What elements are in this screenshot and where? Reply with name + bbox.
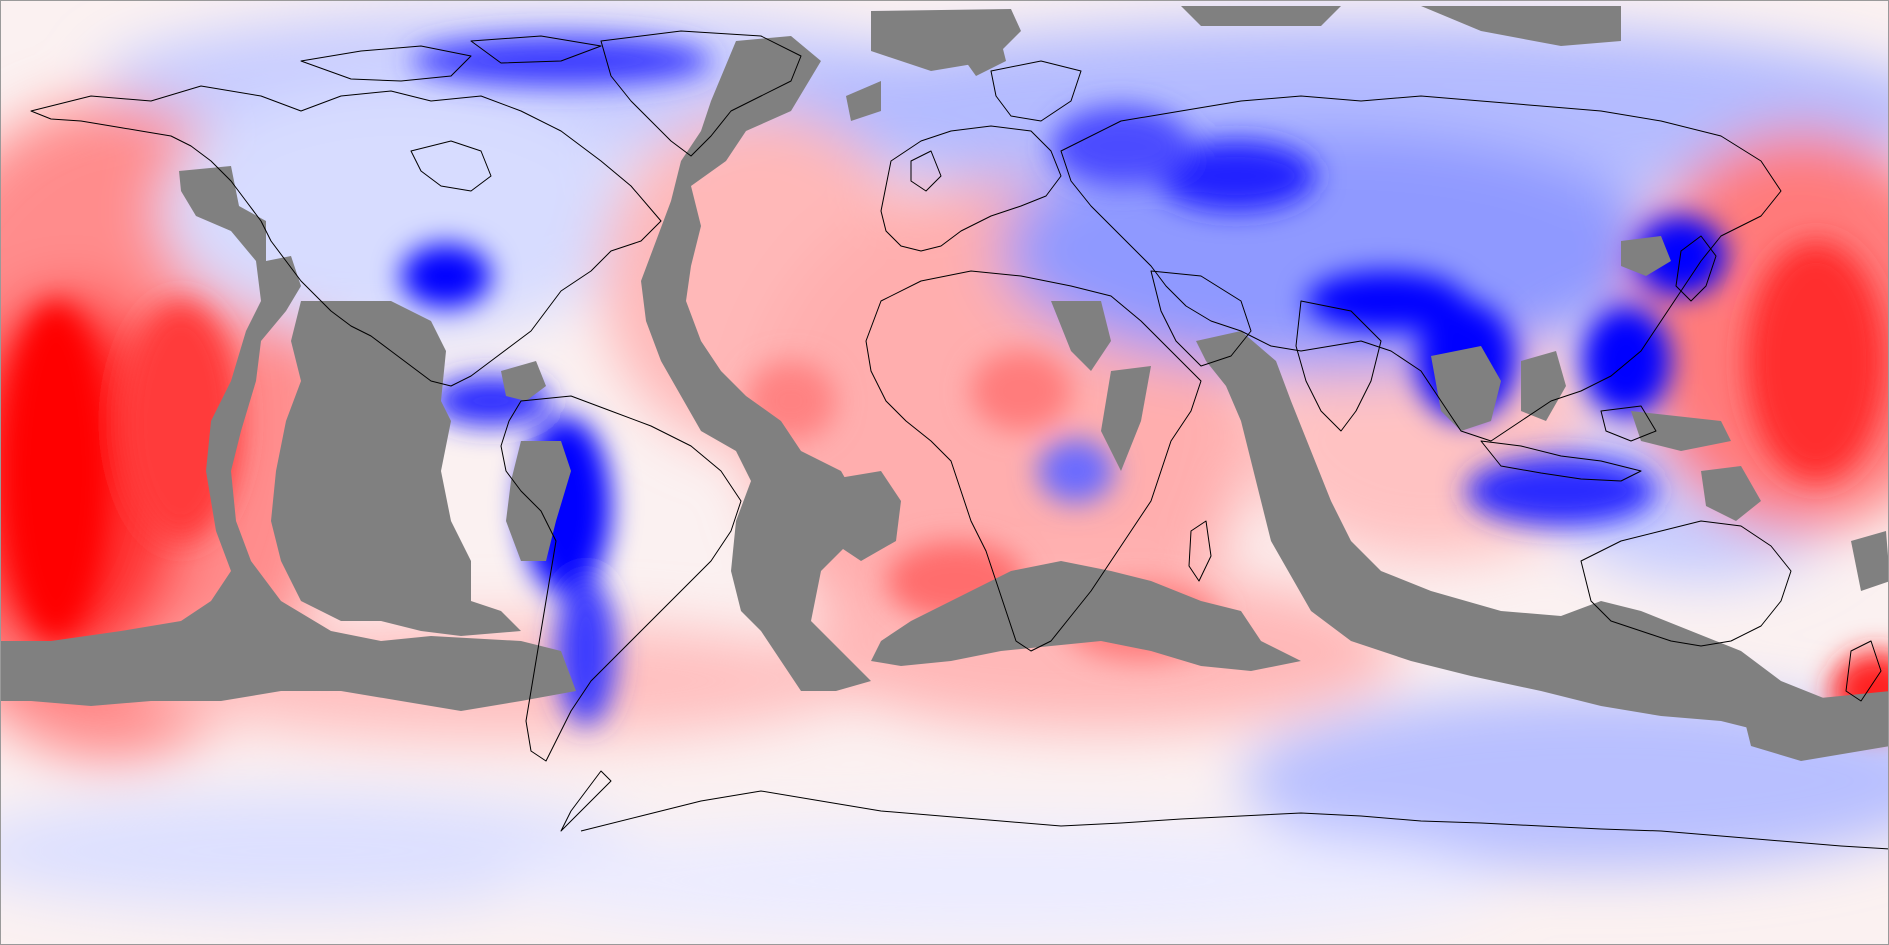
coastline-greenland: [600, 30, 802, 157]
coastline-japan: [1675, 235, 1717, 302]
coastline-scandinavia: [990, 60, 1082, 122]
coastline-indonesia: [1480, 405, 1657, 482]
coastline-hudson-bay: [410, 140, 492, 192]
coastline-antarctica: [580, 790, 1888, 850]
coastline-new-zealand: [1845, 640, 1882, 702]
coastline-africa: [865, 270, 1202, 652]
coastline-south-america: [500, 395, 742, 762]
coastline-british-isles: [910, 150, 942, 192]
coastlines: [30, 30, 1888, 850]
coastline-australia: [1580, 520, 1792, 647]
coastline-india: [1295, 300, 1382, 432]
coastline-arabia: [1150, 270, 1252, 367]
coastline-madagascar: [1188, 520, 1212, 582]
coastline-europe: [880, 125, 1062, 252]
coastline-antarctic-peninsula: [560, 770, 612, 832]
missing-data-regions: [1, 6, 1888, 761]
coastline-arctic-islands: [300, 35, 602, 82]
coastline-north-america: [30, 85, 662, 387]
coastline-asia: [1060, 95, 1782, 442]
